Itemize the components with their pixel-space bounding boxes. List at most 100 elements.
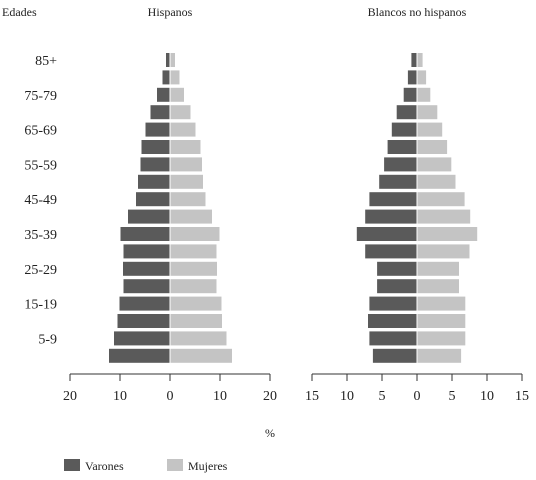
- bar-varones: [166, 53, 170, 67]
- x-tick-label: 10: [480, 389, 494, 404]
- bar-mujeres: [417, 122, 443, 137]
- bar-mujeres: [417, 70, 427, 85]
- x-tick-label: 20: [263, 389, 277, 404]
- chart-title-hispanos: Hispanos: [148, 5, 193, 19]
- bar-mujeres: [417, 244, 470, 259]
- bar-mujeres: [170, 122, 196, 137]
- x-tick-label: 10: [340, 389, 354, 404]
- bar-mujeres: [417, 279, 459, 294]
- y-tick-labels: 85+ 75-79 65-69 55-59 45-49 35-39 25-29 15-19 5-…: [24, 54, 57, 347]
- bar-mujeres: [170, 105, 191, 120]
- bar-varones: [141, 140, 170, 154]
- bar-mujeres: [417, 296, 466, 311]
- bar-mujeres: [170, 87, 184, 102]
- panel-hispanos: 20 10 0 10 20: [63, 49, 277, 404]
- bar-mujeres: [417, 140, 448, 154]
- bar-varones: [407, 70, 417, 85]
- bar-varones: [387, 140, 417, 154]
- bar-mujeres: [417, 209, 471, 224]
- legend-swatch-varones: [64, 459, 80, 471]
- bar-varones: [369, 192, 417, 207]
- bar-varones: [114, 331, 170, 346]
- y-tick-label: 15-19: [24, 298, 57, 313]
- bar-varones: [150, 105, 170, 120]
- bar-mujeres: [170, 174, 203, 189]
- bar-varones: [136, 192, 170, 207]
- bar-mujeres: [417, 348, 462, 363]
- bar-varones: [123, 244, 170, 259]
- bar-mujeres: [170, 261, 217, 276]
- legend-swatch-mujeres: [167, 459, 183, 471]
- bar-varones: [157, 87, 170, 102]
- bar-mujeres: [417, 53, 423, 67]
- bar-varones: [140, 157, 170, 172]
- bar-varones: [365, 209, 417, 224]
- bar-mujeres: [170, 70, 180, 85]
- bar-varones: [369, 331, 417, 346]
- bar-mujeres: [170, 279, 217, 294]
- bar-mujeres: [417, 192, 465, 207]
- bar-varones: [117, 314, 170, 328]
- x-tick-label: 0: [414, 389, 421, 404]
- y-axis-title: Edades: [2, 5, 37, 19]
- bar-mujeres: [170, 296, 222, 311]
- legend: Varones Mujeres: [64, 459, 228, 473]
- y-tick-label: 65-69: [24, 124, 57, 139]
- bar-mujeres: [170, 157, 202, 172]
- bar-varones: [379, 174, 417, 189]
- y-tick-label: 45-49: [24, 193, 57, 208]
- bar-mujeres: [170, 227, 220, 241]
- x-tick-label: 10: [113, 389, 127, 404]
- y-tick-label: 25-29: [24, 263, 57, 278]
- bar-varones: [365, 244, 417, 259]
- bar-varones: [384, 157, 417, 172]
- bar-varones: [123, 279, 170, 294]
- bar-mujeres: [417, 157, 452, 172]
- bar-varones: [391, 122, 417, 137]
- bar-varones: [372, 348, 417, 363]
- bar-mujeres: [170, 314, 222, 328]
- bar-varones: [120, 227, 170, 241]
- bar-mujeres: [417, 261, 459, 276]
- bar-mujeres: [417, 174, 456, 189]
- bar-varones: [368, 314, 417, 328]
- bar-mujeres: [170, 331, 227, 346]
- bar-varones: [377, 279, 417, 294]
- bar-mujeres: [170, 244, 217, 259]
- bar-mujeres: [417, 314, 466, 328]
- x-tick-label: 15: [305, 389, 319, 404]
- x-axis-title: %: [265, 426, 275, 440]
- x-tick-label: 10: [213, 389, 227, 404]
- x-tick-label: 15: [515, 389, 529, 404]
- x-tick-label: 5: [379, 389, 386, 404]
- bar-varones: [123, 261, 170, 276]
- y-tick-label: 35-39: [24, 228, 57, 243]
- y-tick-label: 85+: [35, 54, 57, 69]
- legend-label-varones: Varones: [85, 459, 124, 473]
- bar-varones: [403, 87, 417, 102]
- bar-varones: [356, 227, 417, 241]
- bar-mujeres: [417, 331, 466, 346]
- bar-varones: [162, 70, 170, 85]
- bar-varones: [138, 174, 170, 189]
- bar-varones: [145, 122, 170, 137]
- x-tick-label: 5: [449, 389, 456, 404]
- bar-mujeres: [417, 105, 438, 120]
- y-tick-label: 55-59: [24, 158, 57, 173]
- bar-mujeres: [170, 192, 206, 207]
- panel-blancos: 15 10 5 0 5 10 15: [305, 49, 529, 404]
- bar-mujeres: [417, 87, 431, 102]
- bar-mujeres: [170, 140, 201, 154]
- bar-mujeres: [170, 348, 232, 363]
- bar-varones: [119, 296, 170, 311]
- bar-varones: [369, 296, 417, 311]
- legend-label-mujeres: Mujeres: [188, 459, 228, 473]
- bar-varones: [396, 105, 417, 120]
- x-tick-label: 20: [63, 389, 77, 404]
- y-tick-label: 5-9: [38, 332, 57, 347]
- bar-mujeres: [417, 227, 478, 241]
- bar-varones: [128, 209, 170, 224]
- bar-varones: [411, 53, 417, 67]
- bar-varones: [109, 348, 170, 363]
